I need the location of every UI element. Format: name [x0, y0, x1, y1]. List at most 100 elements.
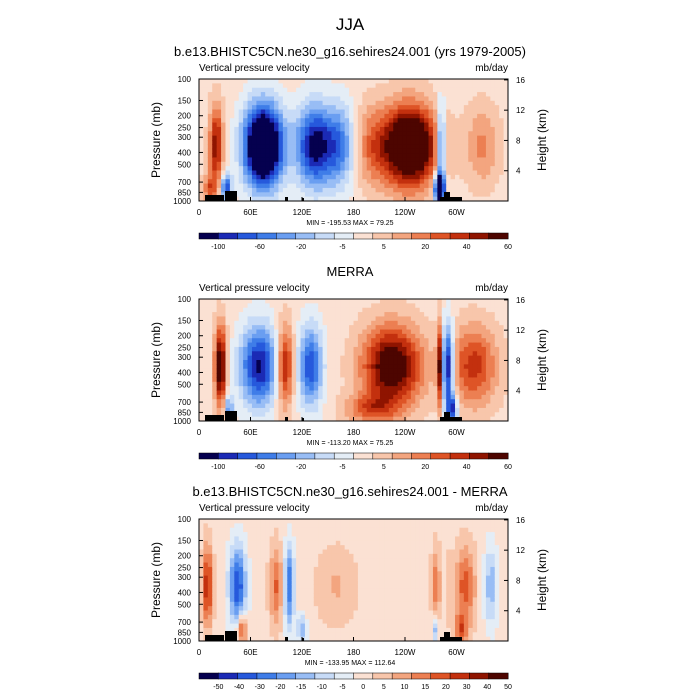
y-tick-label: 850: [178, 188, 192, 197]
colorbar-swatch: [353, 232, 374, 240]
x-tick-label: 120E: [293, 428, 312, 437]
colorbar-swatch: [372, 232, 393, 240]
colorbar-swatch: [372, 452, 393, 460]
y-tick-label: 300: [178, 573, 192, 582]
y-right-tick-label: 16: [516, 516, 525, 525]
colorbar-label: -100: [211, 244, 225, 251]
colorbar-swatch: [198, 452, 219, 460]
y-tick-label: 700: [178, 398, 192, 407]
colorbar-swatch: [391, 452, 412, 460]
topography-mask: [205, 631, 462, 641]
units-label: mb/day: [475, 63, 508, 74]
colorbar-swatch: [449, 452, 470, 460]
colorbar-swatch: [198, 232, 219, 240]
colorbar-swatch: [411, 232, 432, 240]
x-tick-label: 60W: [448, 648, 465, 657]
colorbar-swatch: [430, 452, 451, 460]
colorbar-label: 40: [463, 244, 471, 251]
x-tick-label: 60E: [243, 428, 257, 437]
colorbar-swatch: [430, 232, 451, 240]
x-tick-label: 0: [197, 648, 202, 657]
x-tick-label: 60W: [448, 208, 465, 217]
colorbar-label: 5: [382, 244, 386, 251]
field-shading: [199, 79, 509, 202]
colorbar-label: 60: [504, 244, 512, 251]
x-tick-label: 60E: [243, 208, 257, 217]
y-tick-label: 200: [178, 332, 192, 341]
colorbar-swatch: [333, 232, 354, 240]
y-tick-label: 850: [178, 628, 192, 637]
colorbar-label: -60: [255, 244, 265, 251]
colorbar-swatch: [353, 672, 374, 680]
colorbar-label: 20: [442, 684, 450, 691]
colorbar-swatch: [391, 672, 412, 680]
variable-label: Vertical pressure velocity: [199, 283, 310, 294]
colorbar-swatch: [333, 672, 354, 680]
colorbar-label: -30: [255, 684, 265, 691]
colorbar-label: -20: [296, 464, 306, 471]
units-label: mb/day: [475, 503, 508, 514]
colorbar-swatch: [488, 452, 509, 460]
y-tick-label: 100: [178, 75, 192, 84]
colorbar-label: 0: [361, 684, 365, 691]
y-right-axis-label: Height (km): [535, 549, 549, 611]
colorbar-swatch: [295, 672, 316, 680]
y-tick-label: 700: [178, 618, 192, 627]
field-shading: [199, 519, 509, 642]
colorbar-label: -5: [339, 244, 345, 251]
y-tick-label: 100: [178, 515, 192, 524]
colorbar-label: 20: [421, 464, 429, 471]
x-tick-label: 120W: [395, 208, 416, 217]
x-tick-label: 0: [197, 428, 202, 437]
panel-2: MERRA Vertical pressure velocity mb/day 100…: [149, 264, 549, 471]
colorbar-label: 5: [382, 464, 386, 471]
colorbar-swatch: [256, 672, 277, 680]
y-right-tick-label: 8: [516, 136, 521, 145]
y-right-tick-label: 12: [516, 326, 525, 335]
y-tick-label: 400: [178, 588, 192, 597]
y-tick-label: 250: [178, 124, 192, 133]
colorbar-swatch: [218, 452, 239, 460]
y-tick-label: 300: [178, 133, 192, 142]
y-right-tick-label: 4: [516, 387, 521, 396]
colorbar-swatch: [469, 672, 490, 680]
y-tick-label: 1000: [173, 417, 191, 426]
colorbar-label: 5: [382, 684, 386, 691]
y-right-tick-label: 8: [516, 356, 521, 365]
colorbar-label: 10: [401, 684, 409, 691]
y-axis-label: Pressure (mb): [149, 542, 163, 618]
x-tick-label: 180: [347, 428, 361, 437]
colorbar-label: -100: [211, 464, 225, 471]
y-tick-label: 1000: [173, 197, 191, 206]
colorbar-label: -15: [296, 684, 306, 691]
y-tick-label: 250: [178, 564, 192, 573]
y-tick-label: 400: [178, 148, 192, 157]
topography-mask: [205, 411, 462, 421]
colorbar-label: 15: [421, 684, 429, 691]
colorbar-label: -20: [296, 244, 306, 251]
colorbar-swatch: [314, 672, 335, 680]
colorbar-swatch: [256, 232, 277, 240]
colorbar-swatch: [411, 452, 432, 460]
panel-1: b.e13.BHISTC5CN.ne30_g16.sehires24.001 (…: [149, 44, 549, 251]
colorbar-label: 60: [504, 464, 512, 471]
y-tick-label: 200: [178, 112, 192, 121]
y-tick-label: 700: [178, 178, 192, 187]
colorbar-label: 30: [463, 684, 471, 691]
colorbar-swatch: [314, 452, 335, 460]
y-right-tick-label: 12: [516, 106, 525, 115]
y-right-tick-label: 16: [516, 76, 525, 85]
colorbar-label: 20: [421, 244, 429, 251]
colorbar-swatch: [314, 232, 335, 240]
colorbar-swatch: [391, 232, 412, 240]
y-right-axis-label: Height (km): [535, 109, 549, 171]
colorbar-label: -5: [339, 684, 345, 691]
y-right-tick-label: 12: [516, 546, 525, 555]
y-tick-label: 150: [178, 96, 192, 105]
y-tick-label: 500: [178, 600, 192, 609]
colorbar-swatch: [237, 452, 258, 460]
y-right-tick-label: 8: [516, 576, 521, 585]
panel-title: MERRA: [327, 264, 374, 279]
y-axis-label: Pressure (mb): [149, 322, 163, 398]
